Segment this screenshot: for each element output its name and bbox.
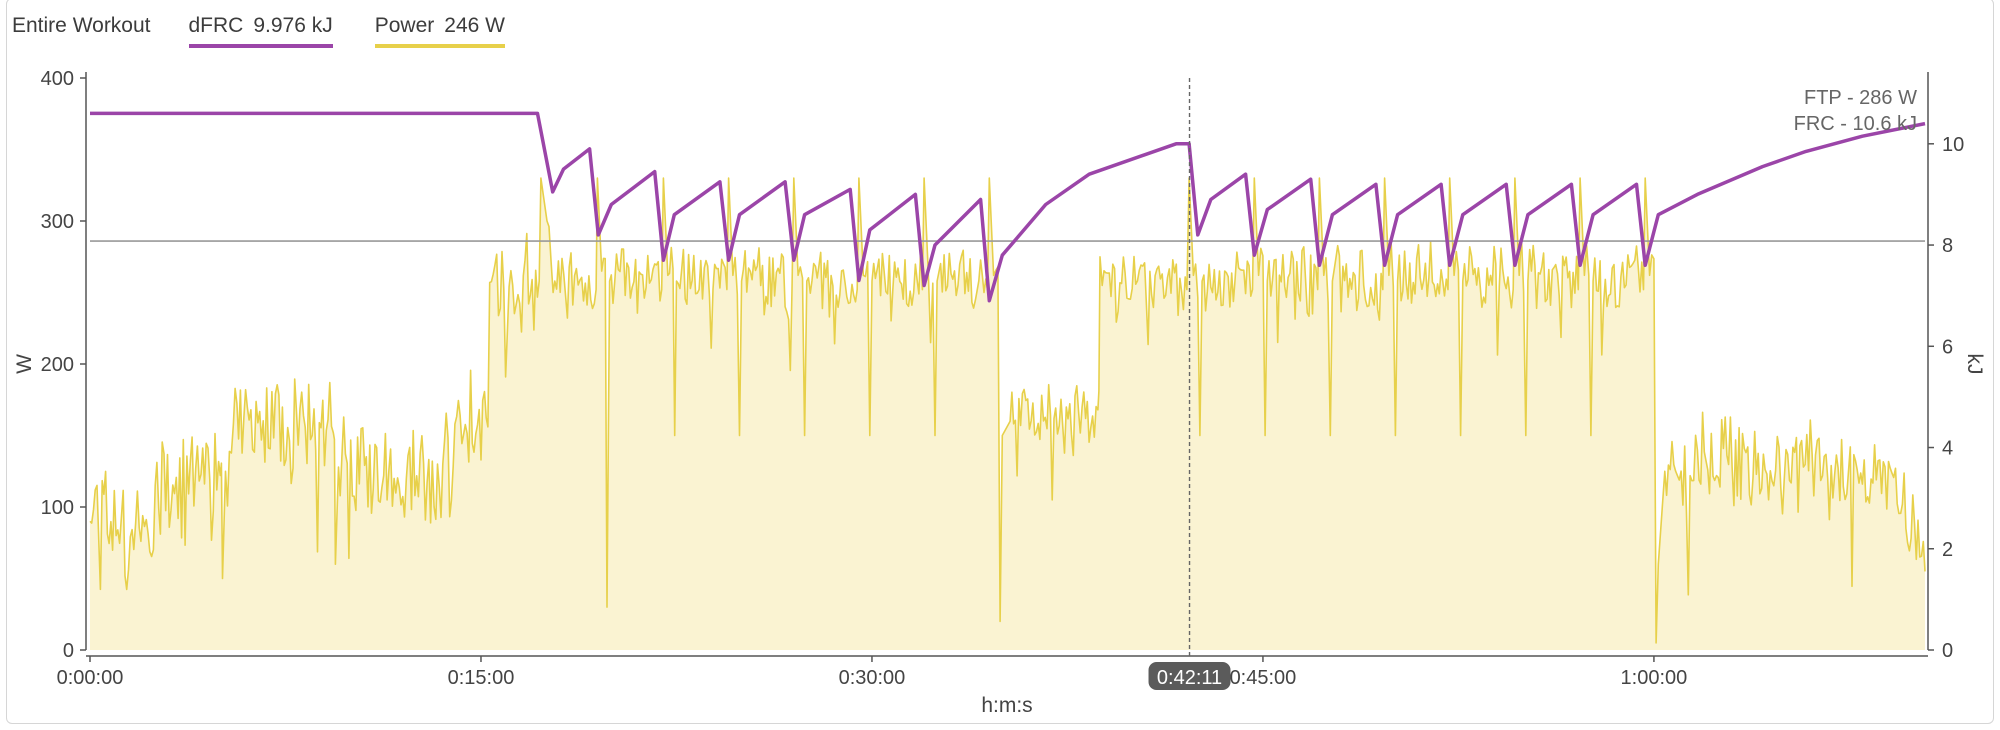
legend-item-power[interactable]: Power 246 W	[374, 14, 505, 48]
y-right-tick-label: 4	[1942, 438, 1953, 460]
power-series-line[interactable]	[89, 177, 1926, 644]
y-right-tick-label: 0	[1942, 640, 1953, 662]
x-tick-label: 0:30:00	[839, 667, 906, 689]
x-tick-label: 0:00:00	[57, 667, 124, 689]
y-left-tick-label: 100	[41, 497, 74, 519]
x-tick-label: 1:00:00	[1621, 667, 1688, 689]
frc-annotation: FRC - 10.6 kJ	[1794, 113, 1917, 135]
y-right-tick-label: 6	[1942, 336, 1953, 358]
legend-item-dfrc[interactable]: dFRC 9.976 kJ	[188, 14, 333, 48]
cursor-time-label: 0:42:11	[1157, 667, 1222, 689]
y-right-tick-label: 8	[1942, 235, 1953, 257]
legend-dfrc-name: dFRC	[188, 14, 244, 37]
cursor-layer: 0:42:11	[1148, 78, 1231, 690]
y-axis-left-title: W	[13, 354, 36, 374]
chart-legend: Entire Workout dFRC 9.976 kJ Power 246 W	[12, 14, 547, 48]
y-left-tick-label: 0	[63, 640, 74, 662]
ftp-annotation: FTP - 286 W	[1804, 87, 1917, 109]
range-scope-label[interactable]: Entire Workout	[12, 14, 151, 37]
y-right-tick-label: 10	[1942, 134, 1964, 156]
legend-power-value: 246 W	[444, 14, 505, 37]
y-left-tick-label: 400	[41, 68, 74, 90]
y-right-tick-label: 2	[1942, 539, 1953, 561]
x-tick-label: 0:15:00	[448, 667, 515, 689]
legend-power-name: Power	[374, 14, 435, 37]
y-left-tick-label: 300	[41, 211, 74, 233]
cursor-time-badge	[1148, 662, 1231, 690]
power-area-layer	[89, 177, 1926, 650]
power-area-fill	[90, 178, 1925, 650]
x-axis-title: h:m:s	[981, 694, 1032, 717]
axes-layer: 0 100 200 300 400 0 2 4 6 8 10 0:00:00 0:15:00 0:30:0…	[41, 68, 1965, 689]
legend-dfrc-value: 9.976 kJ	[253, 14, 333, 37]
y-axis-right-title: kJ	[1963, 354, 1986, 375]
y-left-tick-label: 200	[41, 354, 74, 376]
x-tick-label: 0:45:00	[1230, 667, 1297, 689]
